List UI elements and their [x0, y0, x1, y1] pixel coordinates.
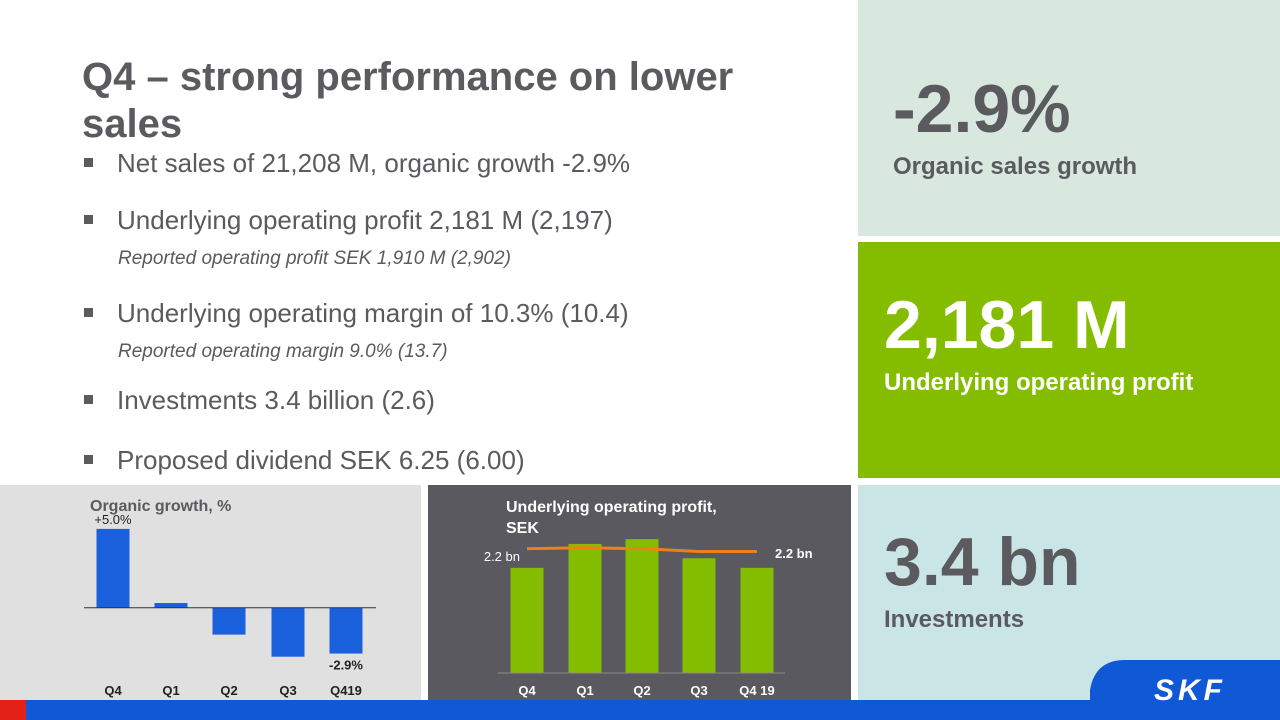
- x-tick-label: Q1: [576, 683, 593, 698]
- value-label: +5.0%: [94, 512, 132, 527]
- kpi-value: 3.4 bn: [884, 524, 1081, 600]
- bullet-note: Reported operating profit SEK 1,910 M (2…: [118, 248, 511, 269]
- x-tick-label: Q4: [104, 683, 122, 698]
- kpi-label: Investments: [884, 606, 1024, 633]
- kpi-label: Organic sales growth: [893, 153, 1137, 180]
- chart-title: Organic growth, %: [90, 498, 231, 515]
- bullet: Proposed dividend SEK 6.25 (6.00): [117, 445, 525, 475]
- bullet: Investments 3.4 billion (2.6): [117, 385, 435, 415]
- x-tick-label: Q1: [162, 683, 179, 698]
- x-tick-label: Q4 19: [739, 683, 774, 698]
- value-label: 2.2 bn: [484, 549, 520, 564]
- kpi-panel: [858, 242, 1280, 478]
- bar: [510, 567, 544, 673]
- kpi-value: 2,181 M: [884, 287, 1130, 363]
- title: sales: [82, 102, 182, 146]
- chart-title: SEK: [506, 520, 539, 537]
- logo-shape: [1090, 660, 1280, 720]
- bar: [154, 603, 188, 608]
- x-tick-label: Q3: [690, 683, 707, 698]
- bar: [568, 543, 602, 673]
- bullet-marker: [84, 158, 93, 167]
- x-tick-label: Q2: [633, 683, 650, 698]
- kpi-value: -2.9%: [893, 71, 1071, 147]
- x-tick-label: Q4: [518, 683, 536, 698]
- chart-panel: [0, 485, 421, 700]
- x-tick-label: Q419: [330, 683, 362, 698]
- footer-bar: [0, 700, 1280, 720]
- bar: [740, 567, 774, 673]
- title: Q4 – strong performance on lower: [82, 55, 733, 99]
- footer-accent: [0, 700, 26, 720]
- bullet-marker: [84, 308, 93, 317]
- bullet-marker: [84, 215, 93, 224]
- bullet-marker: [84, 395, 93, 404]
- bullet: Net sales of 21,208 M, organic growth -2…: [117, 148, 630, 178]
- chart-title: Underlying operating profit,: [506, 499, 717, 516]
- logo: SKF: [1154, 674, 1226, 707]
- bar: [329, 607, 363, 654]
- value-label: 2.2 bn: [775, 546, 813, 561]
- bar: [682, 558, 716, 673]
- bullet: Underlying operating margin of 10.3% (10…: [117, 298, 629, 328]
- x-tick-label: Q3: [279, 683, 296, 698]
- bullet-note: Reported operating margin 9.0% (13.7): [118, 341, 448, 362]
- value-label: -2.9%: [329, 658, 363, 673]
- bar: [212, 607, 246, 635]
- kpi-panel: [858, 0, 1280, 236]
- bar: [625, 539, 659, 673]
- bullet: Underlying operating profit 2,181 M (2,1…: [117, 205, 613, 235]
- kpi-label: Underlying operating profit: [884, 369, 1193, 396]
- bar: [271, 607, 305, 657]
- x-tick-label: Q2: [220, 683, 237, 698]
- line: [526, 546, 757, 554]
- bullet-marker: [84, 455, 93, 464]
- bar: [96, 528, 130, 608]
